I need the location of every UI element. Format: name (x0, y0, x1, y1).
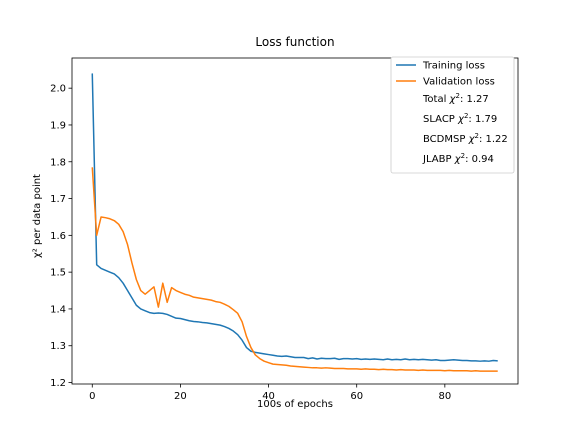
x-tick-label: 60 (350, 391, 363, 402)
plot-frame (71, 57, 519, 385)
legend-label: Validation loss (423, 77, 495, 88)
chi-symbol: χ (454, 154, 462, 165)
y-tick-label: 1.7 (50, 194, 66, 205)
legend-chi2-value: 1.27 (467, 94, 489, 105)
legend-chi2-entry: BCDMSP χ2: 1.22 (423, 132, 508, 145)
chi-symbol: χ (449, 94, 457, 105)
legend-label: Training loss (422, 61, 485, 72)
y-tick-label: 1.4 (50, 304, 66, 315)
legend-box (390, 56, 515, 174)
legend-chi2-label: BCDMSP (423, 134, 469, 145)
chi-symbol: χ (468, 134, 476, 145)
legend-chi2-value: 0.94 (472, 154, 494, 165)
legend-colon: : (465, 154, 472, 165)
legend-chi2-entry: JLABP χ2: 0.94 (422, 152, 494, 165)
legend-chi2-label: Total (422, 94, 450, 105)
y-tick-label: 1.3 (50, 341, 66, 352)
series-line-0 (91, 73, 498, 362)
x-tick-label: 80 (438, 391, 451, 402)
y-tick-label: 1.9 (50, 120, 66, 131)
x-tick-label: 40 (262, 391, 275, 402)
legend-colon: : (468, 114, 475, 125)
legend-chi2-label: JLABP (422, 154, 455, 165)
x-tick-label: 20 (174, 391, 187, 402)
squared-superscript: 2 (474, 132, 478, 140)
chi-symbol: χ (457, 114, 465, 125)
legend-colon: : (460, 94, 467, 105)
y-tick-label: 1.5 (50, 268, 66, 279)
y-axis-label: χ² per data point (32, 174, 43, 258)
plot-area: 0 20 40 60 80 1.2 1.3 1.4 1.5 1.6 1.7 1.8 1.9 2.0 (50, 57, 519, 402)
legend-chi2-value: 1.22 (486, 134, 508, 145)
x-tick-label: 0 (89, 391, 95, 402)
y-tick-label: 1.6 (50, 231, 66, 242)
legend-chi2-label: SLACP (423, 114, 458, 125)
chart-title: Loss function (255, 35, 334, 49)
squared-superscript: 2 (455, 92, 459, 100)
legend-chi2-value: 1.79 (475, 114, 497, 125)
y-tick-label: 2.0 (50, 84, 66, 95)
squared-superscript: 2 (464, 112, 468, 120)
series-line-1 (91, 167, 498, 372)
legend-chi2-entry: SLACP χ2: 1.79 (423, 112, 497, 125)
legend-chi2-entry: Total χ2: 1.27 (422, 92, 489, 105)
legend-colon: : (479, 134, 486, 145)
y-tick-label: 1.2 (50, 378, 66, 389)
x-axis-label: 100s of epochs (257, 399, 333, 410)
y-tick-label: 1.8 (50, 157, 66, 168)
squared-superscript: 2 (461, 152, 465, 160)
